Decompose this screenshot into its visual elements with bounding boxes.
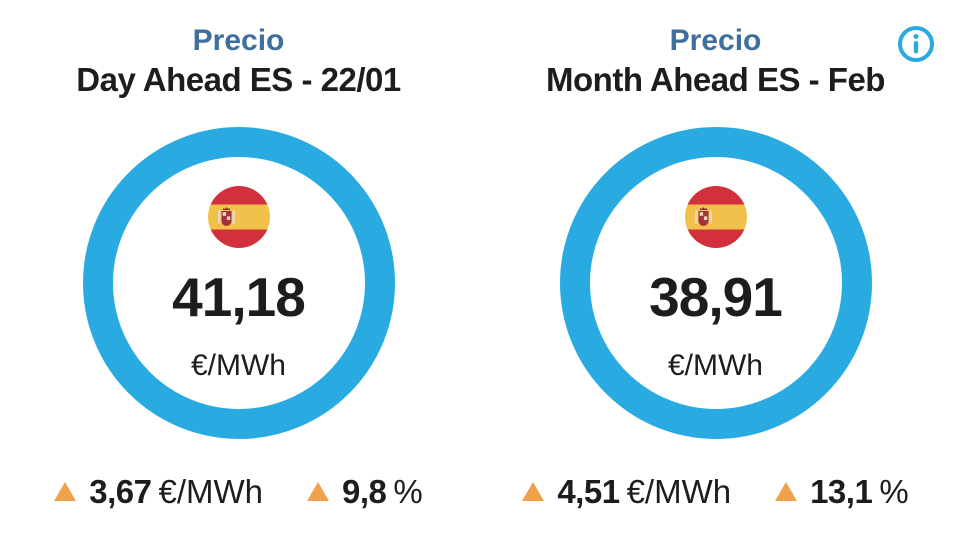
delta-percent: 13,1 % (775, 475, 909, 508)
delta-value: 13,1 (810, 473, 873, 511)
kpi-card-month-ahead: Precio Month Ahead ES - Feb 38,91 €/MWh … (477, 0, 954, 548)
delta-absolute: 3,67 €/MWh (54, 475, 263, 508)
price-value: 38,91 (649, 265, 783, 328)
delta-unit: €/MWh (626, 473, 732, 511)
spain-coat-of-arms-icon (217, 206, 235, 226)
card-subtitle: Precio (669, 24, 762, 57)
spain-flag-icon (207, 185, 270, 248)
info-icon (898, 26, 934, 62)
card-title: Month Ahead ES - Feb (546, 61, 885, 98)
price-gauge-ring: 41,18 €/MWh (82, 127, 395, 440)
spain-coat-of-arms-icon (694, 206, 712, 226)
info-button[interactable] (896, 24, 936, 64)
up-triangle-icon (307, 482, 330, 502)
delta-percent: 9,8 % (307, 475, 423, 508)
delta-value: 9,8 (342, 473, 387, 511)
delta-unit: % (879, 473, 909, 511)
card-subtitle: Precio (192, 24, 285, 57)
up-triangle-icon (775, 482, 798, 502)
price-value: 41,18 (172, 265, 306, 328)
card-title: Day Ahead ES - 22/01 (76, 61, 401, 98)
price-unit: €/MWh (667, 348, 763, 382)
price-unit: €/MWh (190, 348, 286, 382)
delta-value: 4,51 (557, 473, 620, 511)
spain-flag-icon (684, 185, 747, 248)
delta-value: 3,67 (89, 473, 152, 511)
price-gauge-ring: 38,91 €/MWh (559, 127, 872, 440)
delta-unit: €/MWh (158, 473, 264, 511)
delta-row: 4,51 €/MWh 13,1 % (522, 475, 909, 508)
delta-unit: % (393, 473, 423, 511)
kpi-card-day-ahead: Precio Day Ahead ES - 22/01 41,18 €/MWh … (54, 24, 423, 508)
delta-absolute: 4,51 €/MWh (522, 475, 731, 508)
delta-row: 3,67 €/MWh 9,8 % (54, 475, 423, 508)
up-triangle-icon (522, 482, 545, 502)
up-triangle-icon (54, 482, 77, 502)
